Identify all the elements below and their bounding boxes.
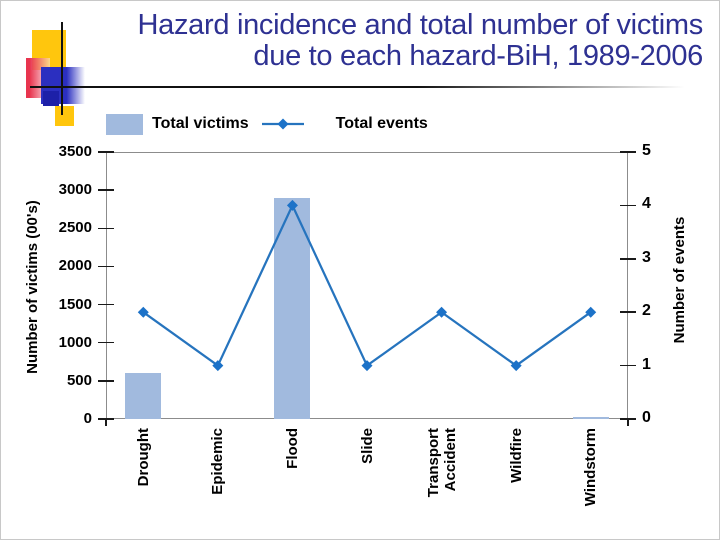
x-axis-end-tick bbox=[105, 419, 107, 426]
y-axis-tick-label-left: 3500 bbox=[58, 143, 92, 160]
y-axis-tick-label-right: 4 bbox=[642, 195, 651, 213]
legend-total-events-marker-icon bbox=[261, 118, 304, 130]
legend-total-events-label: Total events bbox=[335, 115, 428, 132]
y-axis-tick-left bbox=[98, 380, 114, 382]
x-axis-end-tick bbox=[627, 419, 629, 426]
y-axis-tick-left bbox=[98, 265, 114, 268]
x-axis-label-transport-accident: Transport Accident bbox=[424, 428, 459, 498]
marker-slide bbox=[361, 360, 373, 372]
chart-legend: Total victims Total events bbox=[106, 111, 428, 137]
y-axis-tick-label-right: 2 bbox=[642, 302, 651, 320]
y-axis-tick-label-left: 0 bbox=[83, 410, 92, 427]
marker-transport-accident bbox=[436, 306, 448, 318]
marker-epidemic bbox=[212, 360, 224, 372]
bar-flood bbox=[274, 197, 311, 419]
y-axis-tick-label-left: 1000 bbox=[58, 333, 92, 351]
y-axis-tick-label-right: 1 bbox=[642, 355, 651, 373]
y-axis-tick-label-left: 500 bbox=[66, 371, 92, 389]
decor-horizontal-line bbox=[30, 86, 698, 88]
decor-vertical-line bbox=[61, 22, 63, 115]
y-axis-title-right: Number of events bbox=[671, 216, 688, 344]
legend-total-victims-label: Total victims bbox=[152, 115, 249, 132]
x-axis-label-windstorm: Windstorm bbox=[582, 428, 600, 507]
slide-title-line2: due to each hazard-BiH, 1989-2006 bbox=[253, 40, 703, 72]
y-axis-tick-label-right: 3 bbox=[642, 248, 651, 266]
legend-total-victims-swatch bbox=[106, 113, 143, 135]
y-axis-tick-left bbox=[98, 189, 114, 191]
decor-dark-blue-square bbox=[43, 91, 59, 106]
y-axis-tick-right bbox=[620, 311, 636, 313]
y-axis-tick-label-left: 2000 bbox=[58, 257, 92, 275]
y-axis-tick-label-right: 5 bbox=[642, 142, 651, 159]
slide-title: Hazard incidence and total number of vic… bbox=[78, 9, 704, 72]
marker-drought bbox=[137, 306, 149, 318]
y-axis-tick-label-right: 0 bbox=[642, 409, 651, 426]
x-axis-label-wildfire: Wildfire bbox=[507, 428, 525, 483]
y-axis-tick-left bbox=[98, 227, 114, 230]
x-axis-label-epidemic: Epidemic bbox=[209, 428, 227, 495]
marker-flood bbox=[286, 199, 298, 211]
marker-windstorm bbox=[585, 306, 597, 318]
y-axis-tick-left bbox=[98, 341, 114, 344]
y-axis-tick-right bbox=[620, 258, 636, 260]
y-axis-tick-left bbox=[98, 151, 114, 153]
y-axis-tick-right bbox=[620, 151, 636, 153]
y-axis-tick-right bbox=[620, 364, 636, 367]
y-axis-tick-left bbox=[98, 303, 114, 306]
bar-drought bbox=[125, 373, 162, 419]
y-axis-tick-label-left: 2500 bbox=[58, 219, 92, 237]
decor-yellow-square-small bbox=[55, 106, 74, 126]
y-axis-tick-label-left: 1500 bbox=[58, 295, 92, 313]
y-axis-tick-right bbox=[620, 204, 636, 207]
plot-area-border bbox=[106, 152, 628, 419]
total-events-line bbox=[137, 199, 597, 372]
slide-title-line1: Hazard incidence and total number of vic… bbox=[137, 9, 704, 41]
x-axis-label-slide: Slide bbox=[358, 428, 376, 464]
x-axis-label-flood: Flood bbox=[283, 428, 301, 469]
x-axis-label-drought: Drought bbox=[134, 428, 152, 487]
y-axis-tick-label-left: 3000 bbox=[58, 181, 92, 199]
bar-windstorm bbox=[572, 417, 609, 419]
